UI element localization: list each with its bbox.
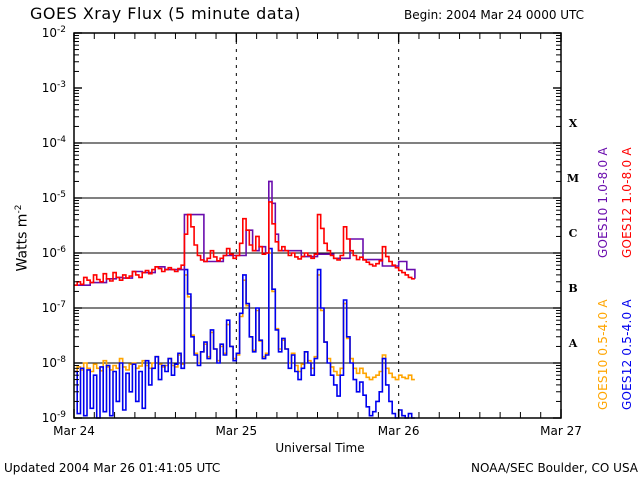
y-tick-label: 10-4: [22, 135, 66, 150]
series-goes12_short: [74, 247, 415, 419]
y-tick-exponent: -4: [57, 135, 66, 145]
legend-label-goes12_short: GOES12 0.5-4.0 A: [620, 299, 634, 410]
flare-class-label-x: X: [568, 117, 578, 130]
y-tick-label: 10-9: [22, 410, 66, 425]
y-tick-exponent: -3: [57, 80, 66, 90]
x-tick-label: Mar 24: [53, 424, 95, 438]
series-goes10_short: [74, 252, 415, 381]
y-tick-label: 10-7: [22, 300, 66, 315]
y-tick-exponent: -9: [57, 410, 66, 420]
y-tick-exponent: -2: [57, 25, 66, 35]
x-tick-label: Mar 26: [377, 424, 420, 438]
x-axis-ticks: [73, 33, 562, 418]
updated-timestamp: Updated 2004 Mar 26 01:41:05 UTC: [4, 461, 221, 475]
y-tick-mantissa: 10: [41, 81, 58, 95]
y-tick-mantissa: 10: [41, 246, 58, 260]
y-tick-label: 10-8: [22, 355, 66, 370]
legend-label-goes12_long: GOES12 1.0-8.0 A: [620, 147, 634, 258]
flare-class-label-b: B: [568, 282, 578, 295]
y-tick-exponent: -8: [57, 355, 66, 365]
legend-label-goes10_short: GOES10 0.5-4.0 A: [596, 299, 610, 410]
series-goes12_long: [74, 201, 415, 286]
y-tick-exponent: -7: [57, 300, 66, 310]
y-tick-mantissa: 10: [41, 136, 58, 150]
legend-label-goes10_long: GOES10 1.0-8.0 A: [596, 147, 610, 258]
x-axis-label: Universal Time: [275, 441, 365, 455]
begin-time-label: Begin: 2004 Mar 24 0000 UTC: [404, 8, 585, 22]
y-axis-ticks: [74, 32, 561, 419]
flare-class-label-a: A: [568, 337, 578, 350]
y-tick-label: 10-2: [22, 25, 66, 40]
data-series-group: [74, 180, 416, 419]
flare-class-label-c: C: [568, 227, 578, 240]
y-tick-label: 10-3: [22, 80, 66, 95]
y-tick-mantissa: 10: [41, 411, 58, 425]
y-tick-mantissa: 10: [41, 301, 58, 315]
flare-class-label-m: M: [566, 172, 580, 185]
y-tick-label: 10-5: [22, 190, 66, 205]
y-tick-exponent: -6: [57, 245, 66, 255]
y-tick-mantissa: 10: [41, 356, 58, 370]
source-credit: NOAA/SEC Boulder, CO USA: [471, 461, 638, 475]
series-goes10_long: [74, 180, 416, 286]
page-title: GOES Xray Flux (5 minute data): [30, 4, 301, 23]
y-tick-exponent: -5: [57, 190, 66, 200]
y-tick-mantissa: 10: [41, 26, 58, 40]
y-tick-mantissa: 10: [41, 191, 58, 205]
y-tick-label: 10-6: [22, 245, 66, 260]
x-tick-label: Mar 25: [215, 424, 258, 438]
x-tick-label: Mar 27: [540, 424, 582, 438]
